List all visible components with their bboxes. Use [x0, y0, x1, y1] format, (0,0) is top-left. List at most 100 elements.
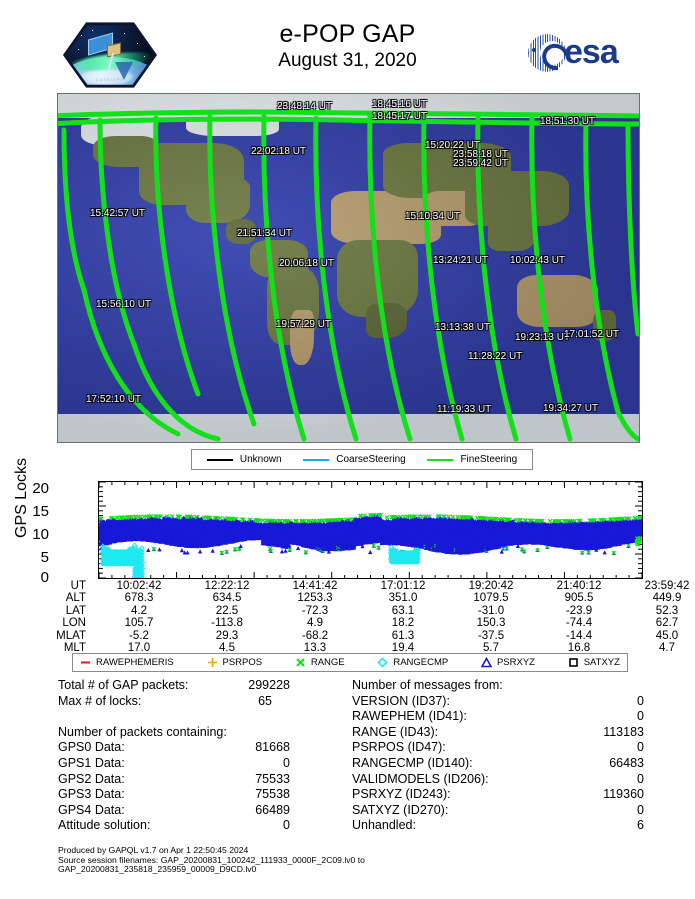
axis-row-value: -5.2 [129, 629, 149, 642]
map-timestamp-label: 13:24:21 UT [433, 255, 489, 266]
axis-row-value: 17:01:12 [380, 580, 426, 592]
y-tick-label: 20 [32, 480, 49, 497]
series-legend-label: PSRPOS [222, 657, 263, 668]
map-timestamp-label: 15:10:34 UT [405, 211, 461, 222]
map-timestamp-label: 21:51:34 UT [237, 228, 293, 239]
messages-from-title: Number of messages from: [352, 678, 503, 692]
stats-row-label: PSRXYZ (ID243): [352, 787, 451, 802]
axis-row-value: -23.9 [565, 604, 593, 617]
packet-statistics: Total # of GAP packets: 299228 Max # of … [58, 678, 350, 834]
map-timestamp-label: 18:45:17 UT [372, 111, 428, 122]
stats-row-label: VALIDMODELS (ID206): [352, 771, 489, 786]
series-legend-item: RANGECMP [377, 657, 448, 668]
axis-row-value: 21:40:12 [556, 580, 602, 592]
page-header: CASSIOPE e-POP GAP August 31, 2020 esa [0, 0, 695, 92]
map-timestamp-label: 11:28:22 UT [468, 351, 523, 362]
axis-row-key: MLT [63, 641, 86, 654]
esa-logo-icon: esa [528, 30, 640, 76]
series-marker-icon [80, 657, 91, 668]
stats-row: RANGE (ID43): 113183 [352, 725, 652, 741]
axis-row-value: 62.7 [655, 617, 679, 630]
axis-row-value: 1253.3 [297, 592, 333, 605]
stats-row-value: 0 [637, 709, 644, 724]
stats-row: VALIDMODELS (ID206): 0 [352, 772, 652, 788]
stats-row: GPS2 Data: 75533 [58, 772, 350, 788]
map-legend-item: Unknown [206, 454, 282, 465]
series-legend: RAWEPHEMERIS PSRPOS RANGE RANGECMP PSRXYZ SAT… [72, 653, 628, 672]
map-legend-label: FineSteering [460, 454, 518, 465]
map-timestamp-label: 17:52:10 UT [86, 394, 142, 405]
axis-table-row: ALT 678.3 634.5 1253.3 351.0 1079.5 905.5 449.9 [44, 592, 682, 605]
map-timestamp-label: 19:34:27 UT [543, 403, 599, 414]
axis-table-row: MLT 17.0 4.5 13.3 19.4 5.7 16.8 4.7 [44, 641, 675, 654]
axis-row-value: 13.3 [303, 641, 327, 654]
stats-row: PSRXYZ (ID243): 119360 [352, 787, 652, 803]
series-legend-label: RANGE [310, 657, 345, 668]
axis-row-value: -72.3 [301, 604, 329, 617]
series-legend-item: RANGE [295, 657, 345, 668]
footer-source-line-1: Source session filenames: GAP_20200831_1… [58, 854, 365, 865]
y-tick-label: 0 [40, 569, 49, 586]
axis-row-value: 150.3 [476, 617, 506, 630]
series-legend-label: SATXYZ [583, 657, 620, 668]
mission-logo-label: CASSIOPE [95, 77, 125, 82]
map-timestamp-label: 15:56:10 UT [96, 299, 152, 310]
axis-table-row: MLAT -5.2 29.3 -68.2 61.3 -37.5 -14.4 45.0 [44, 629, 678, 642]
y-tick-label: 10 [32, 526, 49, 543]
stats-row-label: PSRPOS (ID47): [352, 740, 446, 755]
stats-row: GPS3 Data: 75538 [58, 787, 350, 803]
series-legend-label: RANGECMP [393, 657, 449, 668]
map-timestamp-label: 11:19:33 UT [437, 404, 492, 415]
stats-row-value: 0 [637, 693, 644, 708]
stats-row-value: 0 [283, 818, 290, 833]
ground-track-lines [58, 109, 639, 442]
legend-line-icon [427, 458, 454, 461]
axis-row-value: -37.5 [477, 629, 505, 642]
axis-row-value: 52.3 [655, 604, 679, 617]
axis-row-key: UT [70, 580, 86, 592]
map-legend-label: CoarseSteering [336, 454, 406, 465]
axis-row-key: ALT [65, 592, 86, 605]
series-legend-label: PSRXYZ [496, 657, 535, 668]
axis-row-value: 19:20:42 [468, 580, 514, 592]
series-legend-label: RAWEPHEMERIS [96, 657, 174, 668]
axis-row-value: 5.7 [483, 641, 499, 654]
y-tick-label: 15 [32, 503, 49, 520]
axis-row-value: -14.4 [565, 629, 593, 642]
series-legend-item: PSRXYZ [480, 656, 535, 668]
stats-row: SATXYZ (ID270): 0 [352, 803, 652, 819]
stats-row: Attitude solution: 0 [58, 818, 350, 834]
axis-row-value: 19.4 [391, 641, 415, 654]
map-timestamp-label: 17:01:52 UT [564, 329, 620, 340]
axis-row-value: 634.5 [212, 592, 242, 605]
axis-row-value: -68.2 [301, 629, 329, 642]
axis-row-value: 45.0 [655, 629, 679, 642]
stats-row: VERSION (ID37): 0 [352, 694, 652, 710]
axis-row-key: LON [62, 617, 86, 630]
gps-locks-scatter [99, 482, 642, 578]
axis-row-value: 1079.5 [473, 592, 509, 605]
stats-row-label: RAWEPHEM (ID41): [352, 709, 467, 724]
axis-row-value: 29.3 [215, 629, 239, 642]
max-locks-value: 65 [258, 693, 272, 708]
stats-row-label: GPS1 Data: [58, 755, 125, 770]
axis-row-value: 14:41:42 [292, 580, 338, 592]
ground-track-map: 23:48:14 UT 18:45:16 UT 18:45:17 UT 18:51:3… [57, 93, 640, 443]
stats-row: GPS4 Data: 66489 [58, 803, 350, 819]
axis-row-value: 16.8 [567, 641, 591, 654]
axis-value-table: UT 10:02:42 12:22:12 14:41:42 17:01:12 19:20:… [44, 580, 689, 654]
y-tick-label: 5 [40, 549, 49, 566]
stats-row-value: 0 [283, 755, 290, 770]
map-timestamp-label: 19:23:13 UT [515, 332, 571, 343]
map-timestamp-label: 18:51:30 UT [540, 116, 596, 127]
title-block: e-POP GAP August 31, 2020 [0, 20, 695, 73]
packets-containing-title: Number of packets containing: [58, 724, 227, 739]
gps-locks-chart [98, 481, 643, 579]
esa-logo-text: esa [564, 33, 619, 71]
stats-row-value: 113183 [603, 724, 644, 739]
axis-row-value: -31.0 [477, 604, 505, 617]
axis-row-value: 4.9 [307, 617, 323, 630]
stats-row: GPS0 Data: 81668 [58, 740, 350, 756]
axis-row-value: -74.4 [565, 617, 593, 630]
stats-row-value: 66483 [609, 755, 644, 770]
